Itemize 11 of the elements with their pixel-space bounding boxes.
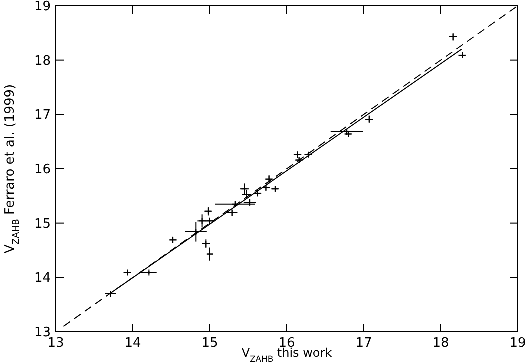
y-tick-label: 17 [34, 108, 51, 124]
x-tick-label: 19 [510, 336, 526, 351]
x-tick-label: 15 [202, 336, 218, 351]
y-tick-label: 18 [34, 54, 51, 69]
y-tick-label: 16 [34, 162, 51, 178]
y-tick-label: 19 [34, 0, 51, 15]
x-tick-label: 18 [432, 336, 450, 351]
y-tick-label: 14 [34, 271, 51, 286]
x-tick-label: 17 [356, 336, 372, 351]
x-tick-label: 14 [124, 336, 142, 351]
y-tick-label: 15 [34, 216, 51, 232]
